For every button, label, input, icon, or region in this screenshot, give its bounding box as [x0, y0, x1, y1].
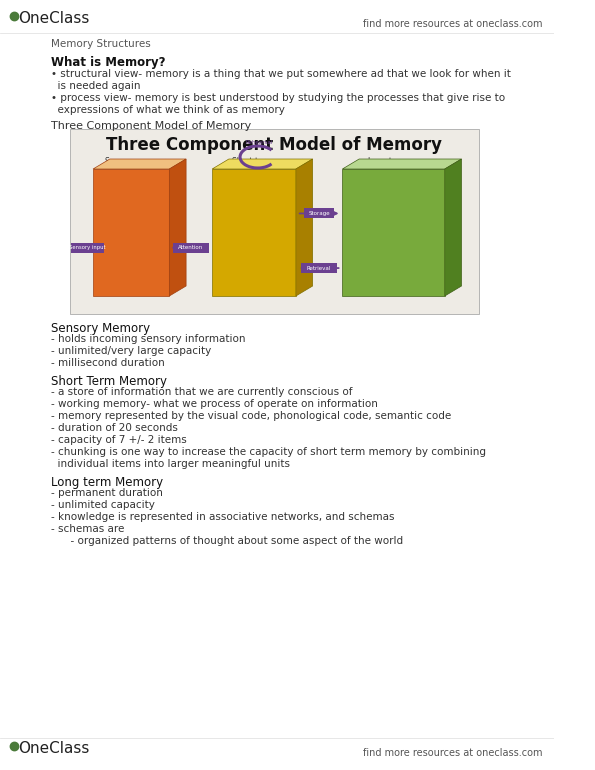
Text: Three Component Model of Memory: Three Component Model of Memory [51, 121, 252, 131]
FancyBboxPatch shape [301, 263, 337, 273]
Text: Sensory Memory: Sensory Memory [51, 322, 151, 335]
Text: - working memory- what we process of operate on information: - working memory- what we process of ope… [51, 399, 378, 409]
Polygon shape [342, 159, 462, 169]
Text: Sensory input: Sensory input [69, 245, 106, 250]
Text: - unlimited/very large capacity: - unlimited/very large capacity [51, 346, 211, 356]
Text: - permanent duration: - permanent duration [51, 488, 163, 498]
Text: Storage: Storage [308, 211, 330, 216]
Text: - a store of information that we are currently conscious of: - a store of information that we are cur… [51, 387, 353, 397]
Text: - capacity of 7 +/- 2 items: - capacity of 7 +/- 2 items [51, 435, 187, 445]
Text: - holds incoming sensory information: - holds incoming sensory information [51, 334, 246, 344]
Polygon shape [444, 159, 462, 296]
Text: find more resources at oneclass.com: find more resources at oneclass.com [363, 748, 543, 758]
Text: - memory represented by the visual code, phonological code, semantic code: - memory represented by the visual code,… [51, 411, 452, 421]
FancyBboxPatch shape [71, 243, 104, 253]
Text: - duration of 20 seconds: - duration of 20 seconds [51, 423, 178, 433]
Text: find more resources at oneclass.com: find more resources at oneclass.com [363, 19, 543, 29]
Text: • process view- memory is best understood by studying the processes that give ri: • process view- memory is best understoo… [51, 93, 505, 115]
Bar [93, 169, 170, 296]
FancyBboxPatch shape [70, 129, 479, 314]
Text: OneClass: OneClass [18, 11, 90, 26]
Text: - chunking is one way to increase the capacity of short term memory by combining: - chunking is one way to increase the ca… [51, 447, 486, 469]
Text: - millisecond duration: - millisecond duration [51, 358, 165, 368]
Text: Three Component Model of Memory: Three Component Model of Memory [107, 136, 443, 154]
Text: OneClass: OneClass [18, 741, 90, 756]
Polygon shape [296, 159, 312, 296]
Bar [212, 169, 296, 296]
Text: - unlimited capacity: - unlimited capacity [51, 500, 155, 510]
Text: - organized patterns of thought about some aspect of the world: - organized patterns of thought about so… [51, 536, 403, 546]
Text: Long term Memory: Long term Memory [51, 476, 163, 489]
Text: Short Term Memory: Short Term Memory [51, 375, 167, 388]
Text: Sensory memory: Sensory memory [105, 157, 170, 166]
Text: Retrieval: Retrieval [307, 266, 331, 270]
Text: • structural view- memory is a thing that we put somewhere ad that we look for w: • structural view- memory is a thing tha… [51, 69, 511, 91]
Polygon shape [93, 159, 186, 169]
Text: Attention: Attention [178, 245, 203, 250]
Text: Rehearsal: Rehearsal [246, 140, 273, 145]
Text: Long term memory: Long term memory [368, 157, 441, 166]
Text: Memory Structures: Memory Structures [51, 39, 151, 49]
Text: What is Memory?: What is Memory? [51, 56, 165, 69]
Text: - knowledge is represented in associative networks, and schemas: - knowledge is represented in associativ… [51, 512, 394, 522]
Text: Short term memory: Short term memory [232, 157, 308, 166]
Polygon shape [170, 159, 186, 296]
Text: - schemas are: - schemas are [51, 524, 124, 534]
Bar [342, 169, 444, 296]
Polygon shape [212, 159, 312, 169]
FancyBboxPatch shape [173, 243, 209, 253]
FancyBboxPatch shape [305, 209, 334, 219]
